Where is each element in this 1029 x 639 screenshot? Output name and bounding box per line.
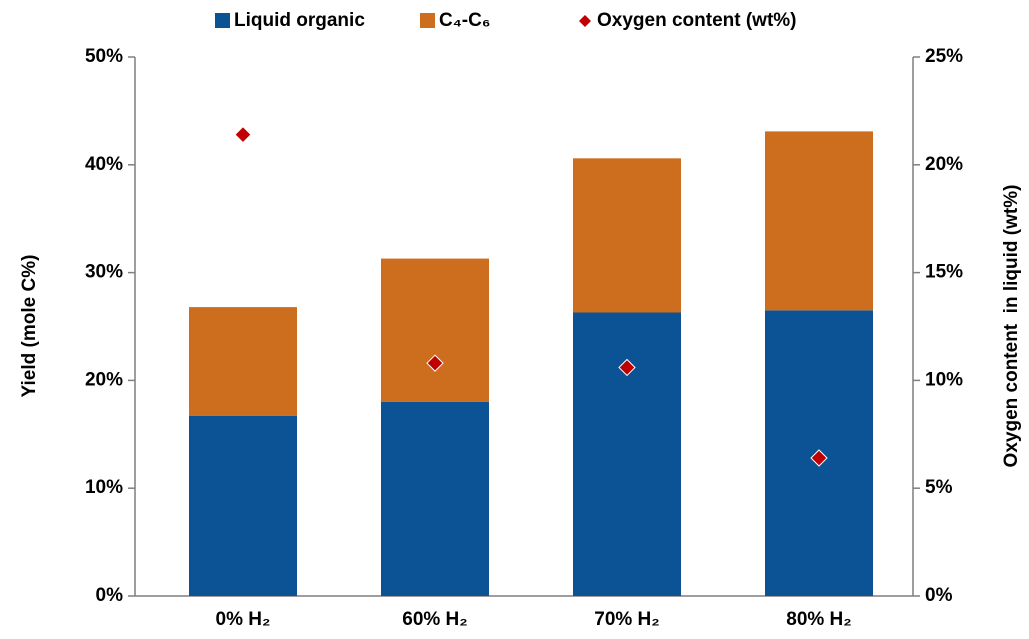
y2-tick-label: 10%: [925, 369, 963, 390]
bar-segment: [189, 307, 297, 416]
legend-label: C₄-C₆: [439, 10, 490, 31]
legend-swatch: [215, 13, 230, 28]
bar-segment: [573, 312, 681, 596]
x-tick-label: 80% H₂: [786, 609, 851, 630]
diamond-marker: [810, 449, 828, 467]
y2-axis-label: Oxygen content in liquid (wt%): [1001, 185, 1022, 468]
y-tick-label: 10%: [85, 477, 123, 498]
bar-segment: [573, 158, 681, 313]
y-tick-label: 0%: [96, 585, 124, 606]
y-axis-label: Yield (mole C%): [19, 255, 40, 398]
y2-tick-label: 25%: [925, 46, 963, 67]
bar-segment: [381, 258, 489, 402]
y-tick-label: 30%: [85, 262, 123, 283]
x-tick-label: 70% H₂: [594, 609, 659, 630]
diamond-marker: [234, 125, 252, 144]
bar-segment: [765, 131, 873, 311]
legend-label: Liquid organic: [234, 10, 365, 31]
y-tick-label: 50%: [85, 46, 123, 67]
legend-marker: [579, 15, 591, 27]
diamond-marker: [426, 354, 444, 372]
bar-segment: [189, 415, 297, 596]
y2-tick-label: 0%: [925, 585, 953, 606]
x-tick-label: 60% H₂: [402, 609, 467, 630]
x-tick-label: 0% H₂: [216, 609, 271, 630]
legend-swatch: [420, 13, 435, 28]
y-tick-label: 40%: [85, 154, 123, 175]
bar-segment: [381, 401, 489, 596]
y2-tick-label: 5%: [925, 477, 953, 498]
legend-label: Oxygen content (wt%): [597, 10, 797, 31]
y-tick-label: 20%: [85, 369, 123, 390]
diamond-marker: [618, 358, 636, 377]
y2-tick-label: 15%: [925, 262, 963, 283]
y2-tick-label: 20%: [925, 154, 963, 175]
